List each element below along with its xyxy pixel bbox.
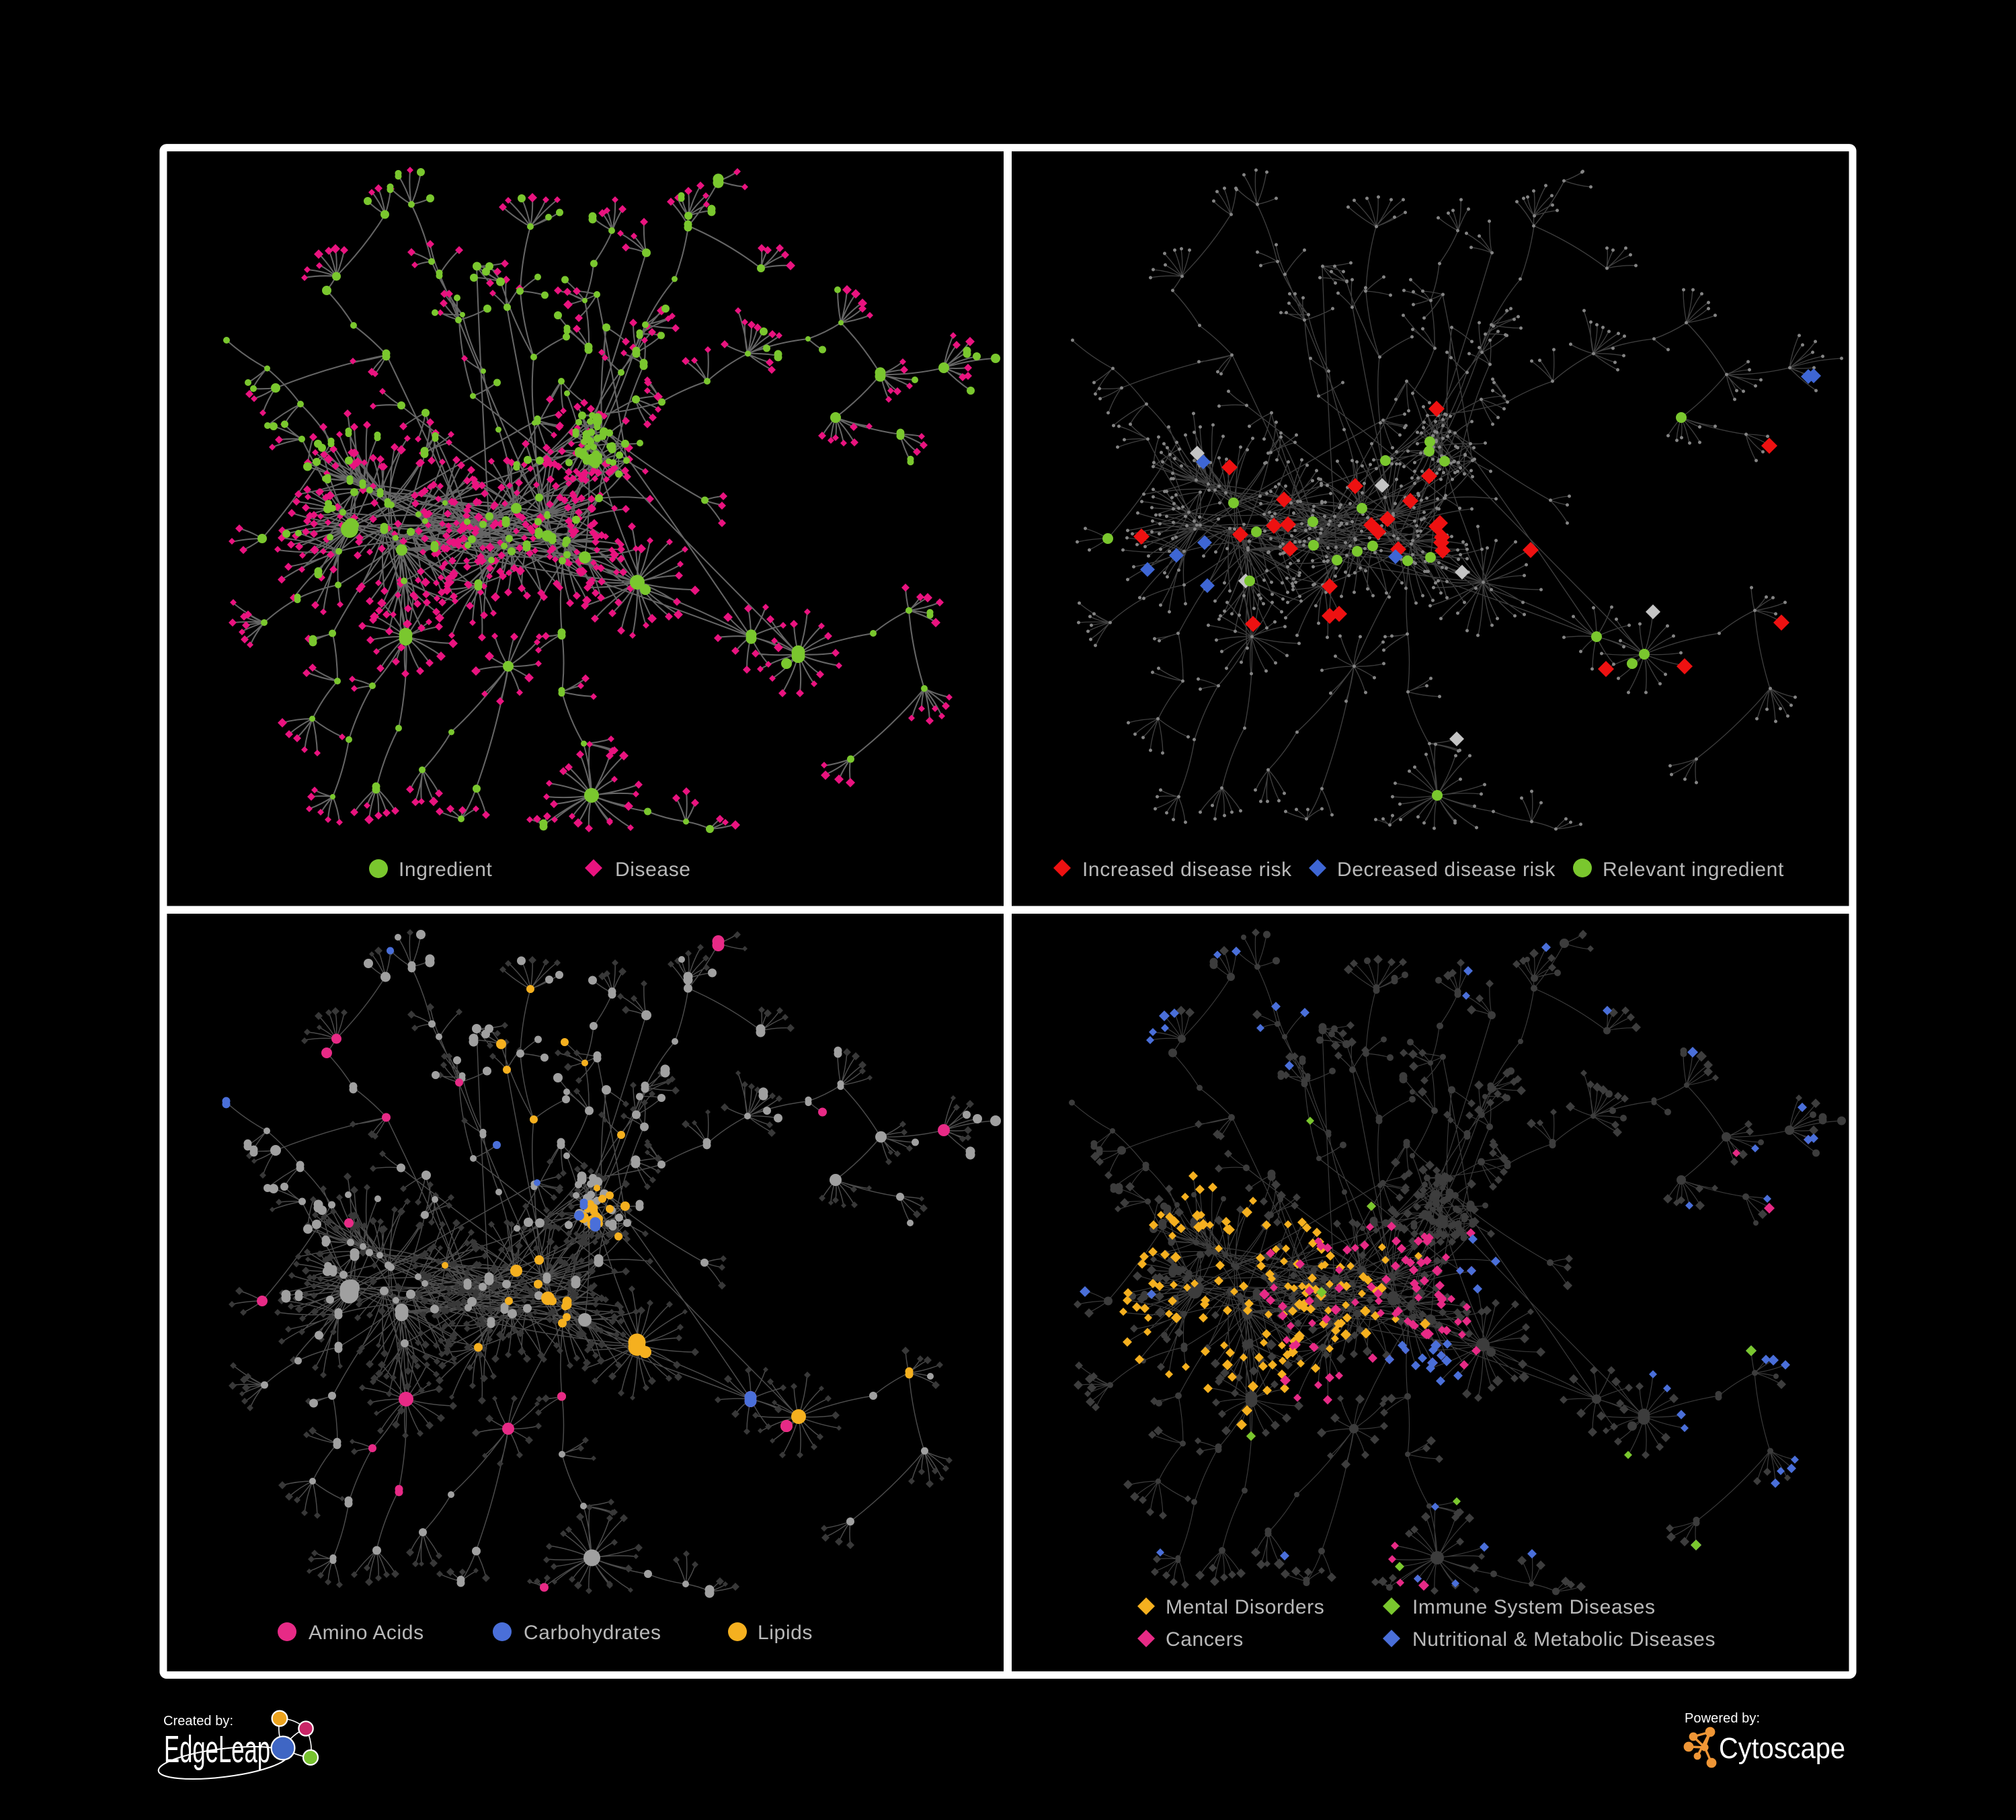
svg-text:Carbohydrates: Carbohydrates — [524, 1622, 661, 1644]
svg-text:EdgeLeap: EdgeLeap — [164, 1728, 270, 1771]
svg-text:Cancers: Cancers — [1166, 1628, 1244, 1651]
svg-text:Ingredient: Ingredient — [399, 859, 492, 881]
svg-text:Cytoscape: Cytoscape — [1719, 1732, 1845, 1765]
svg-text:Powered by:: Powered by: — [1685, 1711, 1760, 1726]
svg-text:Disease: Disease — [615, 859, 691, 881]
svg-text:Increased disease risk: Increased disease risk — [1082, 859, 1292, 881]
svg-text:Created by:: Created by: — [163, 1714, 233, 1729]
svg-text:Immune System Diseases: Immune System Diseases — [1412, 1596, 1656, 1618]
svg-text:Relevant ingredient: Relevant ingredient — [1603, 859, 1784, 881]
svg-text:Lipids: Lipids — [758, 1622, 813, 1644]
svg-text:Decreased disease risk: Decreased disease risk — [1337, 859, 1556, 881]
svg-text:Amino Acids: Amino Acids — [309, 1622, 424, 1644]
svg-text:Nutritional & Metabolic Diseas: Nutritional & Metabolic Diseases — [1412, 1628, 1716, 1651]
svg-text:Mental Disorders: Mental Disorders — [1166, 1596, 1324, 1618]
